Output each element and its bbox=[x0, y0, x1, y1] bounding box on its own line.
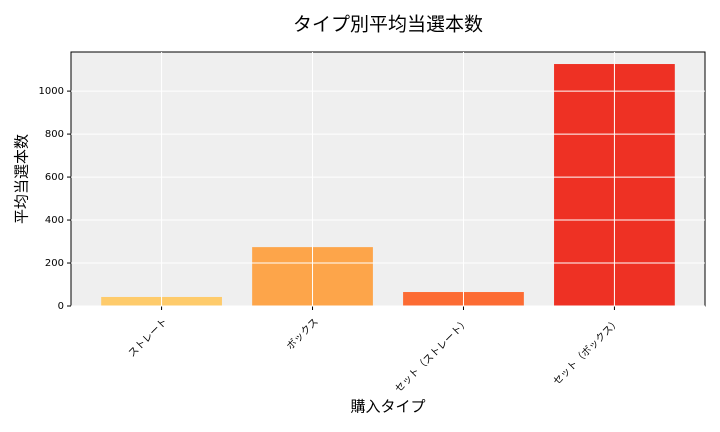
y-tick-label: 1000 bbox=[39, 86, 64, 97]
y-tick-label: 800 bbox=[45, 129, 64, 140]
x-tick-label: ストレート bbox=[127, 316, 170, 359]
x-tick-label: ボックス bbox=[284, 316, 321, 353]
y-axis-label: 平均当選本数 bbox=[13, 134, 31, 224]
x-tick-label: セット（ストレート） bbox=[393, 316, 472, 395]
x-tick-label: セット（ボックス） bbox=[551, 316, 623, 388]
y-tick-label: 0 bbox=[58, 301, 64, 312]
y-tick-label: 600 bbox=[45, 172, 64, 183]
grid bbox=[71, 52, 705, 307]
y-tick-label: 200 bbox=[45, 258, 64, 269]
x-axis-label: 購入タイプ bbox=[350, 398, 425, 416]
chart-title: タイプ別平均当選本数 bbox=[293, 14, 483, 36]
y-tick-label: 400 bbox=[45, 215, 64, 226]
